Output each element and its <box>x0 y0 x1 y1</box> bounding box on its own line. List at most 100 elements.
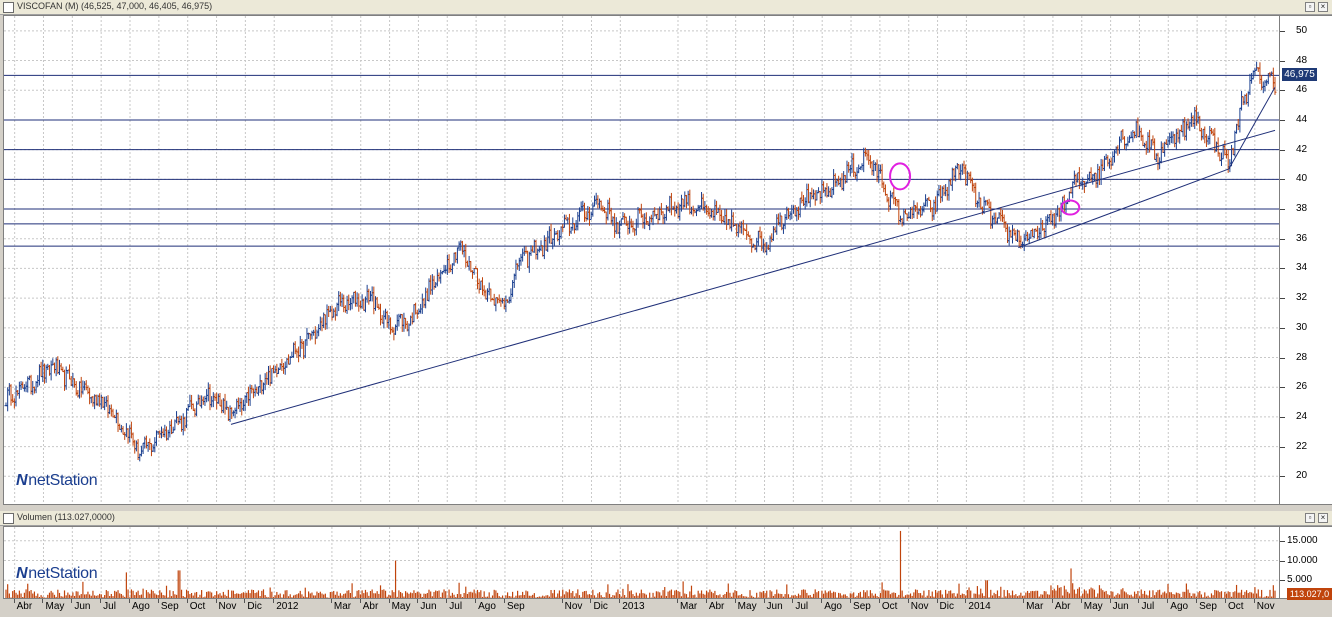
ohlc-bar <box>915 202 919 220</box>
ohlc-bar <box>979 197 983 209</box>
x-tick-mark <box>330 599 332 603</box>
ohlc-bar <box>805 183 809 207</box>
ohlc-bar <box>1007 226 1011 246</box>
x-tick-label: Mar <box>679 601 698 612</box>
ohlc-bar <box>1266 73 1270 85</box>
ohlc-bar <box>318 316 322 331</box>
ohlc-bar <box>750 238 754 253</box>
volume-panel-checkbox[interactable] <box>3 513 14 524</box>
ohlc-bar <box>929 199 933 213</box>
ohlc-bar <box>619 218 623 226</box>
ohlc-bar <box>1233 130 1237 157</box>
x-tick-mark <box>1167 599 1169 603</box>
ohlc-bar <box>716 207 720 213</box>
ohlc-bar <box>765 242 769 256</box>
ohlc-bar <box>154 430 158 446</box>
ohlc-bar <box>36 375 40 388</box>
ohlc-bar <box>215 392 219 410</box>
ohlc-bar <box>278 363 282 370</box>
ohlc-bar <box>56 356 60 375</box>
ohlc-bar <box>1037 227 1041 240</box>
y-tick-mark <box>1280 179 1285 181</box>
ohlc-bar <box>608 197 612 215</box>
ohlc-bar <box>193 408 197 418</box>
ohlc-bar <box>546 230 550 252</box>
ohlc-bar <box>524 246 528 254</box>
ohlc-bar <box>454 252 458 263</box>
ohlc-bar <box>552 228 556 246</box>
ohlc-bar <box>297 346 301 363</box>
ohlc-bar <box>868 155 872 169</box>
ohlc-bar <box>101 396 105 409</box>
volume-panel-close-button[interactable]: × <box>1318 513 1328 523</box>
ohlc-bar <box>1071 181 1075 199</box>
ohlc-bar <box>292 342 296 358</box>
ohlc-bar <box>166 429 170 441</box>
ohlc-bar <box>711 209 715 221</box>
ohlc-bar <box>840 173 844 191</box>
ohlc-bar <box>420 293 424 314</box>
ohlc-bar <box>684 194 688 209</box>
ohlc-bar <box>231 410 235 417</box>
price-panel-checkbox[interactable] <box>3 2 14 13</box>
x-tick-mark <box>734 599 736 603</box>
ohlc-bar <box>614 217 618 235</box>
ohlc-bar <box>1173 133 1177 148</box>
ohlc-bar <box>380 315 384 324</box>
price-plot-area[interactable]: NnetStation <box>3 15 1280 505</box>
ohlc-bar <box>654 213 658 219</box>
ohlc-bar <box>755 237 759 253</box>
x-tick-label: Jul <box>795 601 809 612</box>
ohlc-bar <box>847 161 851 173</box>
ohlc-bar <box>385 310 389 328</box>
ohlc-bar <box>788 211 792 221</box>
y-tick-label: 40 <box>1296 173 1308 185</box>
y-tick-label: 48 <box>1296 54 1308 66</box>
ohlc-bar <box>1128 135 1132 143</box>
ohlc-bar <box>1072 170 1076 185</box>
ohlc-bar <box>1057 207 1061 222</box>
ohlc-bar <box>888 190 892 210</box>
volume-y-tick-label: 10.000 <box>1287 554 1318 566</box>
ohlc-bar <box>900 217 904 227</box>
ohlc-bar <box>1261 81 1265 94</box>
ohlc-bar <box>646 221 650 226</box>
y-tick-label: 36 <box>1296 232 1308 244</box>
ohlc-bar <box>832 169 836 195</box>
ohlc-bar <box>598 198 602 209</box>
x-tick-mark <box>1051 599 1053 603</box>
ohlc-bar <box>362 298 366 311</box>
ohlc-bar <box>312 329 316 336</box>
ohlc-bar <box>1056 205 1060 217</box>
ohlc-bar <box>1265 79 1269 86</box>
ohlc-bar <box>686 190 690 206</box>
price-panel-close-button[interactable]: × <box>1318 2 1328 12</box>
ohlc-bar <box>1201 128 1205 140</box>
ohlc-bar <box>89 396 93 404</box>
volume-panel-restore-button[interactable]: ▫ <box>1305 513 1315 523</box>
ohlc-bar <box>91 395 95 407</box>
x-tick-mark <box>821 599 823 603</box>
ohlc-bar <box>1198 115 1202 132</box>
y-tick-label: 42 <box>1296 143 1308 155</box>
ohlc-bar <box>148 438 152 451</box>
ohlc-bar <box>519 253 523 266</box>
y-tick-mark <box>1280 30 1285 32</box>
ohlc-bar <box>317 324 321 337</box>
ohlc-bar <box>355 292 359 307</box>
ohlc-bar <box>64 366 68 390</box>
ohlc-bar <box>134 440 138 452</box>
ohlc-bar <box>332 308 336 318</box>
ohlc-bar <box>1204 134 1208 147</box>
ohlc-bar <box>725 209 729 230</box>
ohlc-bar <box>803 197 807 210</box>
ohlc-bar <box>1119 130 1123 143</box>
ohlc-bar <box>1154 153 1158 163</box>
x-tick-label: Dic <box>593 601 608 612</box>
volume-plot-area[interactable]: NnetStation <box>3 526 1280 599</box>
ohlc-bar <box>1036 225 1040 240</box>
price-panel-restore-button[interactable]: ▫ <box>1305 2 1315 12</box>
ohlc-bar <box>216 393 220 404</box>
volume-y-tick-label: 15.000 <box>1287 534 1318 546</box>
ohlc-bar <box>218 393 222 407</box>
